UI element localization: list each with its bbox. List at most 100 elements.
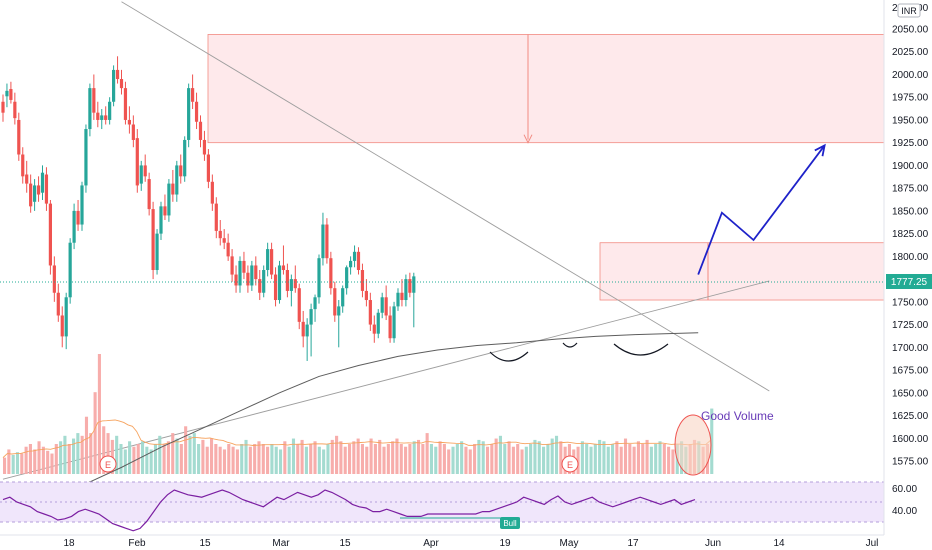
- volume-bar: [576, 446, 580, 474]
- candle-body: [281, 265, 286, 271]
- volume-bar: [76, 433, 80, 474]
- candle-body: [301, 321, 305, 337]
- volume-bar: [623, 438, 628, 474]
- price-tick: 1975.00: [892, 93, 929, 104]
- volume-bar: [464, 446, 468, 474]
- volume-bar: [559, 441, 563, 474]
- earnings-marker-1[interactable]: [99, 455, 117, 473]
- candle-body: [352, 251, 357, 261]
- candle-body: [13, 101, 17, 119]
- last-price-label: 1777.25: [886, 274, 932, 289]
- candle-body: [242, 260, 246, 273]
- candle-body: [345, 267, 349, 289]
- candle-body: [206, 154, 210, 182]
- volume-bar: [421, 444, 425, 474]
- rsi-bull-badge: [500, 517, 520, 529]
- bottom-arc-2: [562, 342, 578, 348]
- volume-bar: [473, 444, 477, 474]
- volume-bar: [296, 444, 300, 474]
- candle-body: [258, 279, 262, 293]
- candle-body: [108, 101, 112, 120]
- price-tick: 1600.00: [892, 434, 929, 445]
- price-tick: 2050.00: [892, 25, 929, 36]
- volume-bar: [115, 435, 119, 474]
- rsi-bull-label: Bull: [503, 519, 517, 528]
- currency-badge[interactable]: INR: [897, 3, 921, 18]
- candle-body: [163, 206, 167, 216]
- rsi-line: [2, 489, 696, 532]
- volume-bar: [184, 426, 188, 474]
- candle-body: [337, 306, 341, 316]
- time-tick: 18: [63, 538, 75, 549]
- volume-bar: [59, 441, 63, 474]
- volume-bar: [546, 444, 550, 474]
- time-tick: Feb: [128, 538, 146, 549]
- volume-bar: [356, 438, 360, 474]
- candle-body: [135, 138, 139, 186]
- volume-bar: [429, 444, 434, 474]
- candle-body: [360, 270, 365, 291]
- volume-bar: [347, 444, 352, 474]
- supply-zone: [207, 34, 885, 144]
- candle-body: [64, 297, 68, 337]
- volume-bar: [636, 441, 640, 474]
- candle-body: [194, 101, 199, 122]
- volume-bar: [54, 444, 58, 474]
- volume-bar: [188, 435, 192, 474]
- volume-bar: [222, 449, 227, 474]
- candle-body: [305, 324, 309, 337]
- rsi-tick: 40.00: [892, 506, 917, 517]
- volume-bar: [197, 444, 201, 474]
- price-tick: 2000.00: [892, 70, 929, 81]
- candle-body: [309, 309, 313, 325]
- candle-body: [368, 300, 372, 325]
- volume-bar: [317, 446, 321, 474]
- volume-bar: [166, 441, 170, 474]
- volume-highlight: [674, 414, 712, 476]
- candle-body: [187, 88, 191, 140]
- price-axis[interactable]: 2075.00 2050.002025.002000.001975.001950…: [892, 3, 929, 468]
- candle-body: [171, 183, 175, 195]
- volume-bar: [481, 441, 485, 474]
- volume-bar: [132, 446, 136, 474]
- candle-body: [270, 249, 274, 275]
- volume-bar: [274, 446, 278, 474]
- candle-body: [210, 181, 214, 204]
- volume-bar: [140, 441, 145, 474]
- volume-bar: [641, 444, 645, 474]
- earnings-marker-2[interactable]: [561, 455, 579, 473]
- earnings-marker-1-label: E: [105, 460, 111, 470]
- volume-bar: [63, 435, 67, 474]
- volume-bar: [67, 444, 71, 474]
- time-axis[interactable]: 18 Feb 15 Mar 15 Apr 19 May 17 Jun 14 Jul: [63, 538, 878, 549]
- volume-bar: [533, 439, 537, 474]
- volume-bar: [313, 441, 317, 474]
- price-tick: 1850.00: [892, 206, 929, 217]
- volume-bar: [365, 446, 369, 474]
- volume-bar: [386, 444, 390, 474]
- volume-bar: [119, 444, 123, 474]
- volume-bar: [261, 444, 265, 474]
- volume-bar: [524, 446, 528, 474]
- candle-body: [234, 274, 238, 286]
- moving-average: [2, 332, 699, 512]
- volume-bar: [395, 438, 399, 474]
- candle-body: [400, 292, 404, 301]
- time-tick: 15: [339, 538, 351, 549]
- volume-bar: [283, 441, 287, 474]
- candle-body: [56, 292, 60, 316]
- candle-body: [119, 79, 124, 89]
- volume-bar: [658, 441, 662, 474]
- volume-bar: [153, 444, 158, 474]
- candle-body: [104, 115, 108, 120]
- candle-body: [380, 297, 384, 313]
- volume-bar: [416, 439, 421, 474]
- volume-bar: [654, 444, 658, 474]
- candle-body: [127, 119, 131, 125]
- volume-bar: [399, 444, 403, 474]
- projection: [697, 143, 826, 275]
- volume-bar: [602, 441, 606, 474]
- price-tick: 1825.00: [892, 229, 929, 240]
- volume-bar: [24, 446, 28, 474]
- time-tick: 17: [627, 538, 639, 549]
